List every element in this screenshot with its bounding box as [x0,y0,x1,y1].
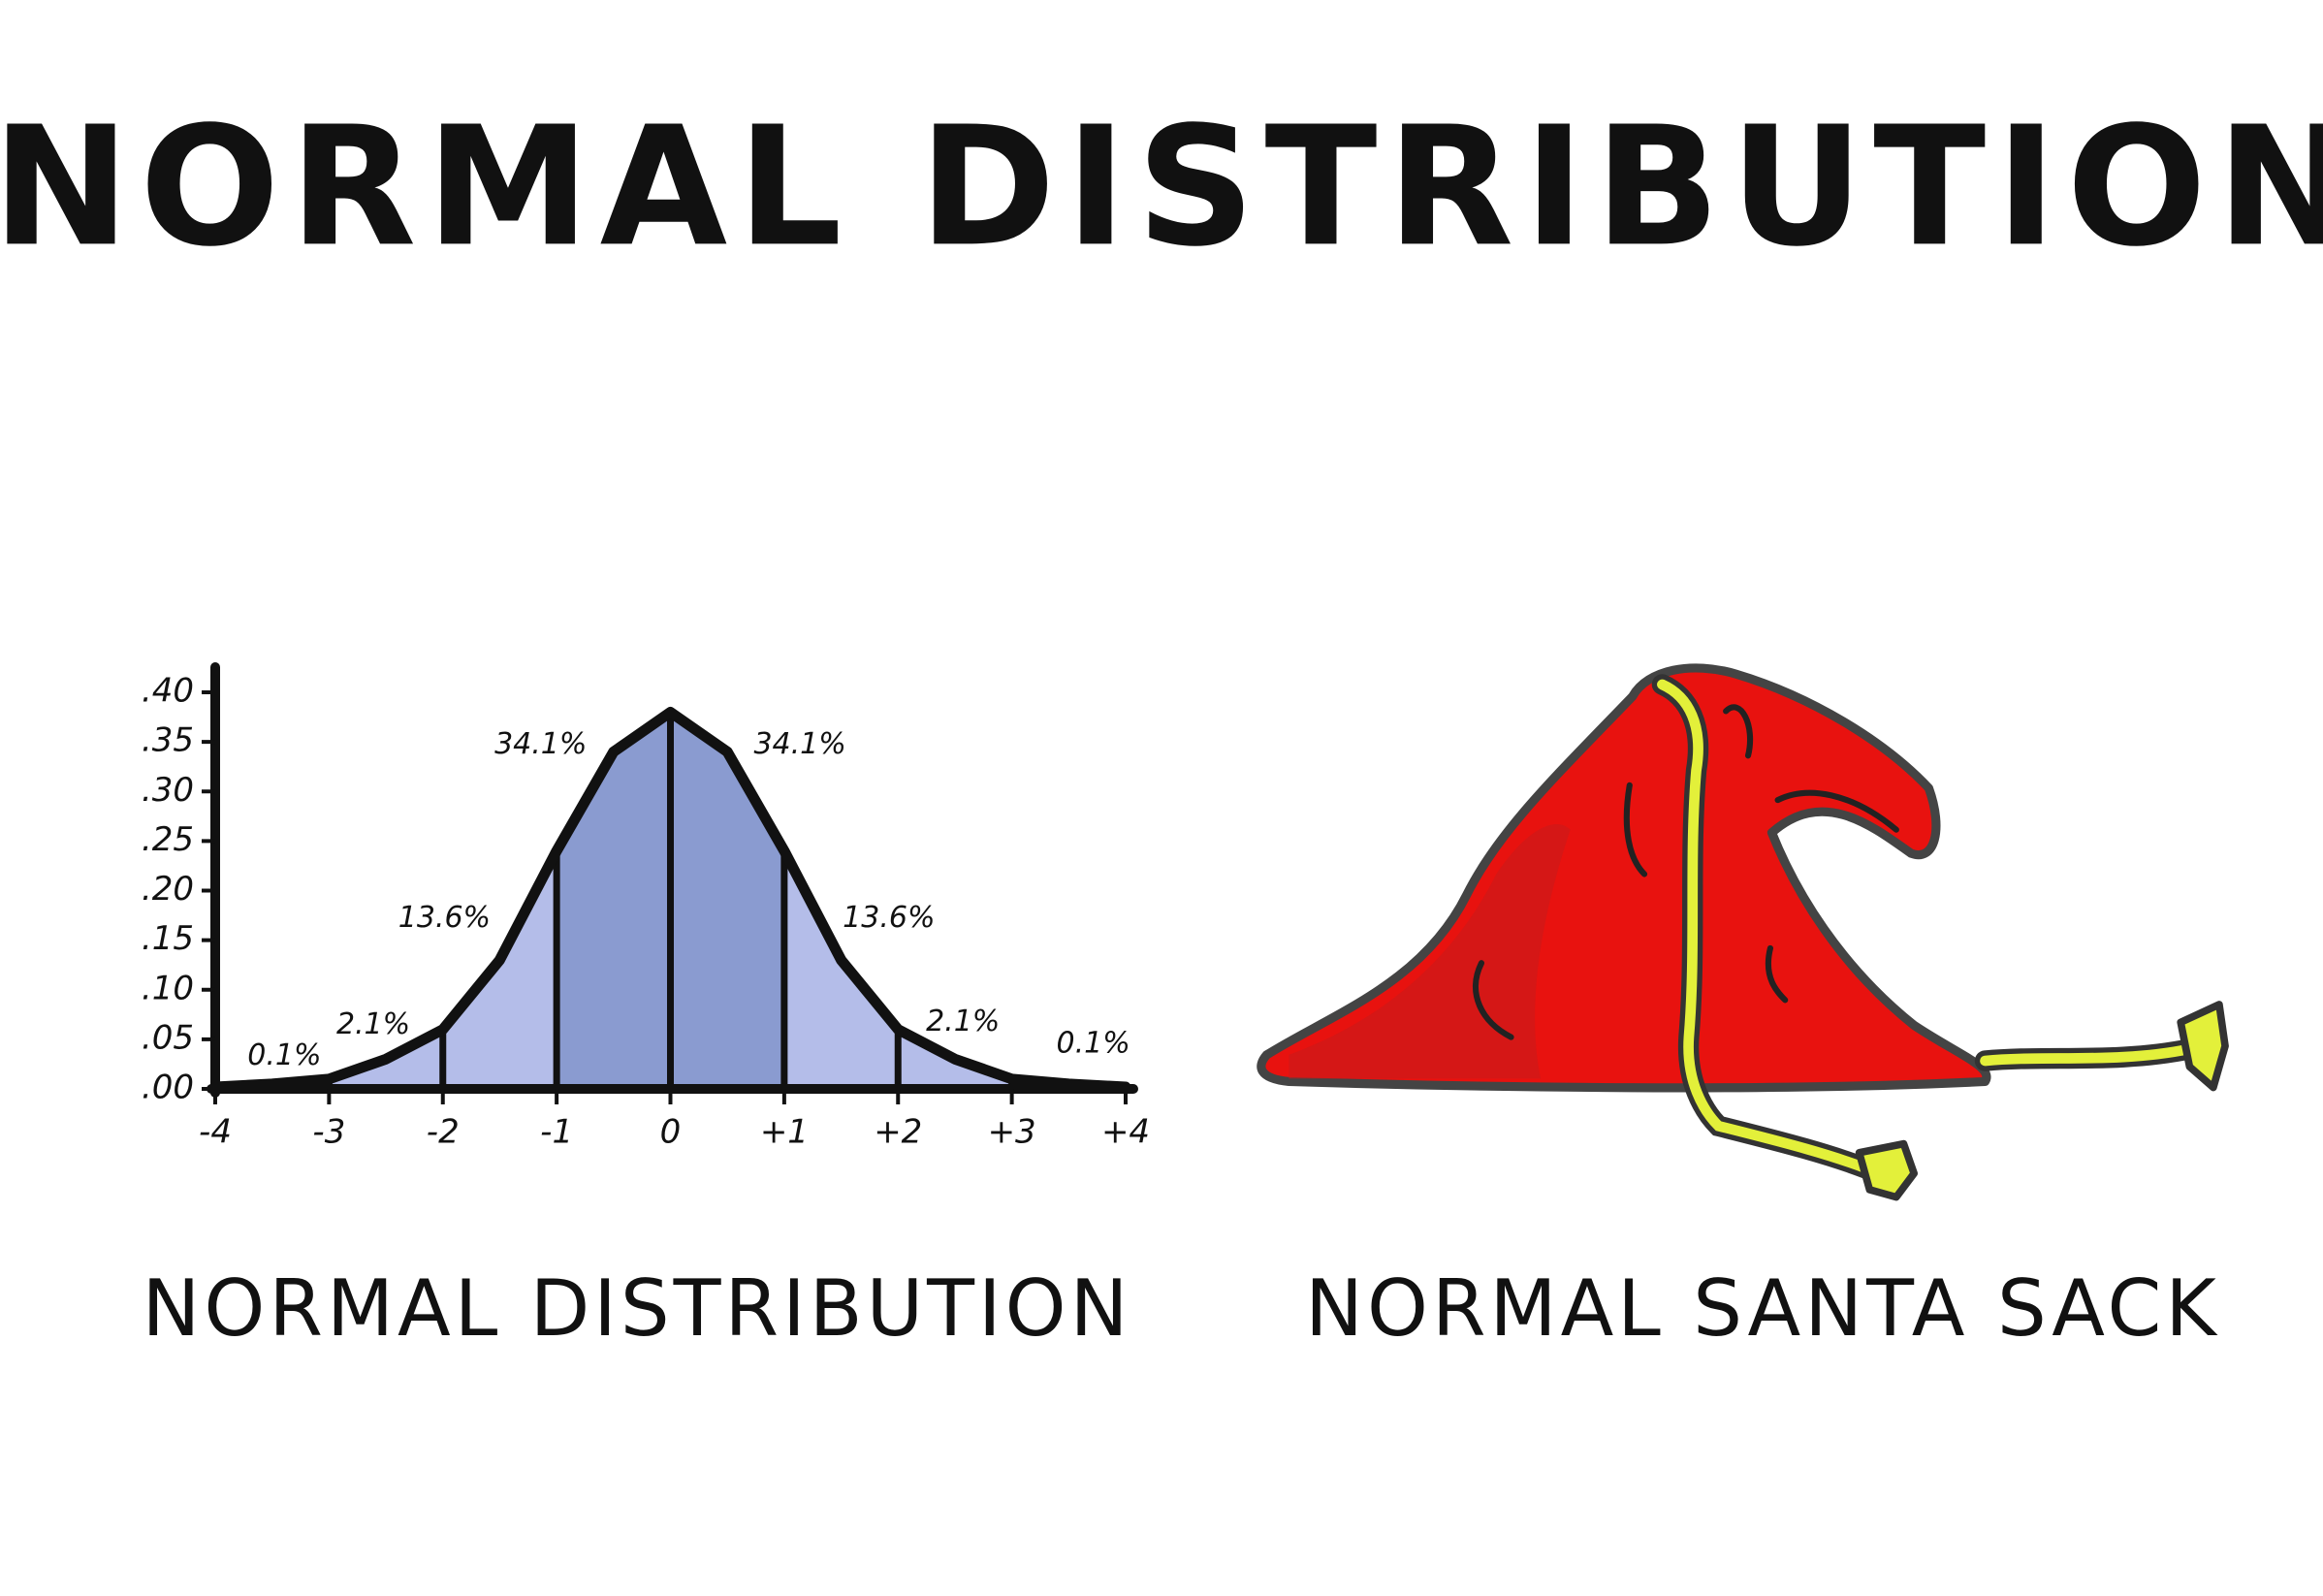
y-tick-label: .25 [142,820,194,859]
sack-tassel [1855,1001,2229,1201]
x-tick-label: +2 [874,1113,922,1152]
y-tick-label: .15 [142,919,194,958]
y-tick-label: .10 [142,969,194,1007]
region [557,712,671,1089]
x-tick-label: +1 [760,1113,809,1152]
chart-caption: NORMAL DISTRIBUTION [143,1263,1132,1354]
sack-caption: NORMAL SANTA SACK [1305,1263,2220,1354]
region-label: 13.6% [843,901,935,935]
x-tick-label: -1 [540,1113,573,1152]
sack-fold [1472,704,1899,1040]
y-tick-label: .00 [142,1069,194,1107]
region-label: 2.1% [336,1007,410,1041]
chart: 0.1% 2.1% 13.6% 34.1% 34.1% 13.6% 2.1% 0.1% .00.… [142,662,1150,1152]
region-label: 13.6% [398,901,491,935]
santa-sack [1257,663,2229,1201]
density-curve [209,707,1131,1093]
region-label: 2.1% [926,1005,1000,1038]
y-tick-label: .40 [142,672,194,711]
y-tick-label: .20 [142,870,194,909]
x-tick-label: -4 [199,1113,232,1152]
region-label: 34.1% [753,727,845,761]
y-tick-label: .05 [142,1018,194,1057]
x-tick-label: -3 [312,1113,345,1152]
sack-shade [1289,823,1571,1079]
y-tick-label: .35 [142,721,194,760]
x-tick-label: 0 [660,1113,682,1152]
region-label: 34.1% [494,727,587,761]
region [670,712,784,1089]
x-tick-label: +4 [1101,1113,1150,1152]
x-tick-label: -2 [427,1113,460,1152]
y-tick-label: .30 [142,771,194,810]
x-tick-label: +3 [988,1113,1036,1152]
region-label: 0.1% [247,1038,321,1072]
region-label: 0.1% [1057,1027,1130,1061]
page-title: NORMAL DISTRIBUTION [0,91,2323,283]
